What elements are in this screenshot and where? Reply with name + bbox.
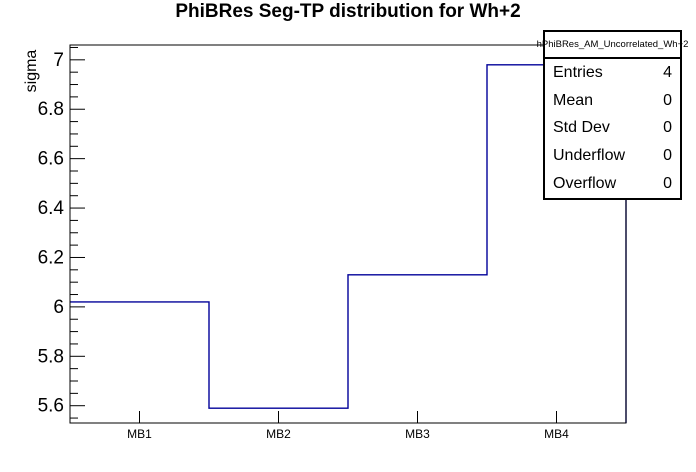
stats-label: Mean [553, 91, 594, 109]
stats-label: Std Dev [553, 119, 610, 137]
stats-row: Entries 4 [545, 59, 680, 87]
stats-value: 4 [663, 63, 672, 81]
x-tick-label: MB1 [127, 427, 152, 441]
stats-box: hPhiBRes_AM_Uncorrelated_Wh+2 Entries 4 Me… [537, 30, 688, 200]
chart-title: PhiBRes Seg-TP distribution for Wh+2 [175, 1, 521, 22]
y-tick-label: 6 [53, 297, 64, 318]
y-tick-label: 6.6 [38, 149, 64, 170]
y-tick-label: 5.8 [38, 346, 64, 367]
stats-label: Entries [553, 63, 603, 81]
stats-row: Underflow 0 [545, 142, 680, 170]
stats-value: 0 [663, 175, 672, 193]
x-tick-label: MB4 [544, 427, 569, 441]
stats-rows: Entries 4 Mean 0 Std Dev 0 Underflow 0 Overflow 0 [545, 59, 680, 198]
stats-row: Mean 0 [545, 87, 680, 115]
x-tick-label: MB2 [266, 427, 291, 441]
y-tick-label: 5.6 [38, 396, 64, 417]
x-tick-label: MB3 [405, 427, 430, 441]
stats-label: Overflow [553, 175, 617, 193]
y-tick-label: 6.2 [38, 247, 64, 268]
stats-row: Std Dev 0 [545, 115, 680, 143]
y-tick-label: 7 [53, 50, 64, 71]
y-tick-label: 6.4 [38, 198, 65, 219]
y-axis-label: sigma [23, 49, 40, 93]
stats-value: 0 [663, 91, 672, 109]
stats-row: Overflow 0 [545, 170, 680, 198]
stats-value: 0 [663, 147, 672, 165]
stats-value: 0 [663, 119, 672, 137]
y-tick-label: 6.8 [38, 99, 64, 120]
stats-label: Underflow [553, 147, 626, 165]
stats-box-title: hPhiBRes_AM_Uncorrelated_Wh+2 [537, 32, 688, 59]
plot-frame [69, 44, 627, 424]
